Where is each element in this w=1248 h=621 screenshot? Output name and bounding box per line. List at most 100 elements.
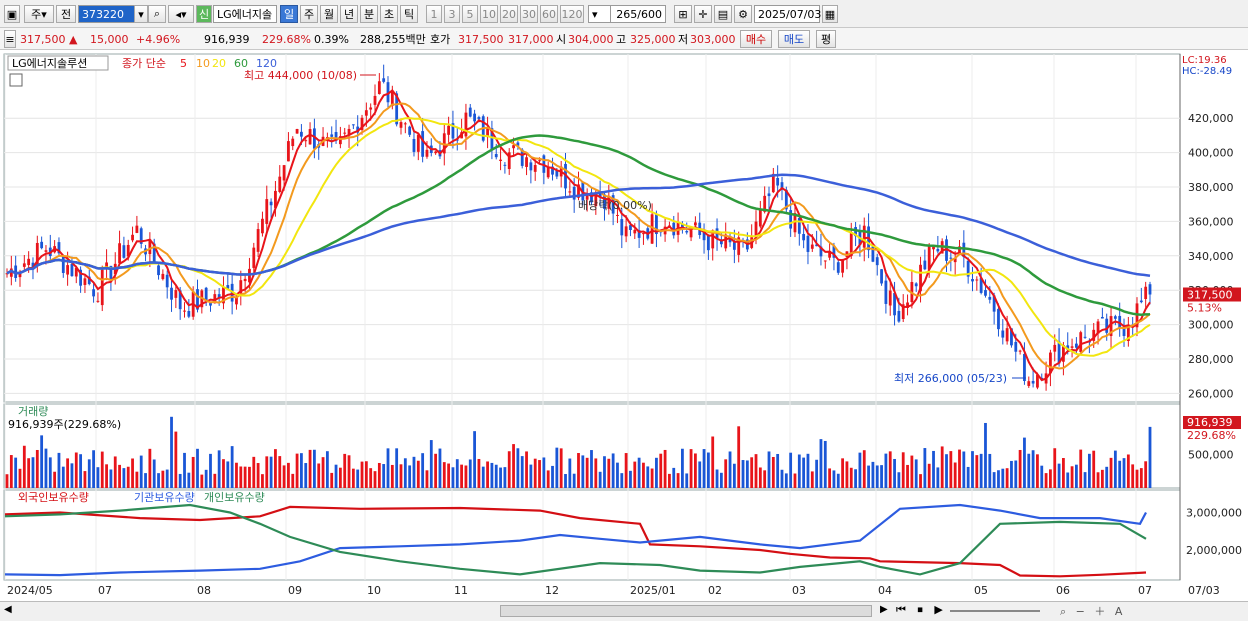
interval-3-button[interactable]: 3 <box>444 5 460 23</box>
candle-body <box>551 166 554 175</box>
period-6-button[interactable]: 틱 <box>400 5 418 23</box>
candle-body <box>226 285 230 289</box>
candle-body <box>1010 328 1013 346</box>
buy-button[interactable]: 매수 <box>740 30 772 48</box>
zoom-icons[interactable]: ⌕ − ＋ A <box>1060 605 1126 618</box>
candle-body <box>568 191 572 193</box>
candle-body <box>300 131 303 137</box>
period-4-button[interactable]: 분 <box>360 5 378 23</box>
eval-button[interactable]: 평 <box>816 30 836 48</box>
candle-body <box>1018 350 1022 352</box>
layout-icon[interactable]: ▣ <box>4 5 20 23</box>
y-tick-label: 360,000 <box>1188 215 1234 228</box>
candle-body <box>633 229 637 234</box>
candle-body <box>70 263 74 277</box>
volume-bar <box>1079 449 1083 488</box>
interval-30-button[interactable]: 30 <box>520 5 538 23</box>
candle-body <box>689 230 693 238</box>
period-3-button[interactable]: 년 <box>340 5 358 23</box>
candle-body <box>451 123 455 139</box>
scroll-left-icon[interactable]: ◀ <box>4 604 12 615</box>
speaker-icon[interactable]: ◂▾ <box>168 5 194 23</box>
volume-bar <box>35 449 39 488</box>
zoom-slider[interactable] <box>950 610 1040 612</box>
menu-icon[interactable]: ≡ <box>4 30 16 48</box>
crosshair-icon[interactable]: ✛ <box>694 5 712 23</box>
table-icon[interactable] <box>9 73 23 87</box>
prev-button[interactable]: 전 <box>56 5 76 23</box>
max-note: 최고 444,000 (10/08) <box>244 69 357 82</box>
volume-bar <box>222 459 225 488</box>
stock-chart[interactable]: 420,000400,000380,000360,000340,000320,0… <box>0 50 1248 602</box>
interval-120-button[interactable]: 120 <box>560 5 584 23</box>
candle-body <box>83 278 87 285</box>
nav-buttons[interactable]: ⏮ ⏹ ▶ <box>896 603 947 616</box>
price-value: 317,500 <box>20 32 66 46</box>
period-5-button[interactable]: 초 <box>380 5 398 23</box>
volume-value: 916,939 <box>204 32 250 46</box>
volume-bar <box>823 440 827 488</box>
candle-body <box>585 193 589 200</box>
period-2-button[interactable]: 월 <box>320 5 338 23</box>
interval-5-button[interactable]: 5 <box>462 5 478 23</box>
candle-body <box>512 145 515 149</box>
volume-bar <box>979 453 983 488</box>
volume-bar <box>477 458 481 488</box>
volume-bar <box>451 467 455 488</box>
scroll-right-icon[interactable]: ▶ <box>880 604 888 615</box>
volume-bar <box>96 467 100 488</box>
volume-bar <box>810 471 814 488</box>
volume-bar <box>577 453 580 488</box>
ma-period-120: 120 <box>256 57 277 70</box>
candle-body <box>555 170 559 177</box>
volume-bar <box>447 463 451 488</box>
interval-60-button[interactable]: 60 <box>540 5 558 23</box>
search-icon[interactable]: ⌕ <box>148 5 166 23</box>
candle-body <box>1049 352 1052 374</box>
candle-body <box>31 262 35 268</box>
interval-10-button[interactable]: 10 <box>480 5 498 23</box>
volume-bar <box>685 473 689 488</box>
volume-bar <box>386 448 390 488</box>
new-badge[interactable]: 신 <box>196 5 212 23</box>
interval-1-button[interactable]: 1 <box>426 5 442 23</box>
date-field[interactable]: 2025/07/03 <box>754 5 821 23</box>
x-tick-label: 02 <box>708 584 722 597</box>
sell-button[interactable]: 매도 <box>778 30 810 48</box>
candle-body <box>936 248 940 252</box>
grid-icon[interactable]: ⊞ <box>674 5 692 23</box>
gear-icon[interactable]: ⚙ <box>734 5 752 23</box>
chevron-down-icon[interactable]: ▾ <box>134 5 148 23</box>
interval-20-button[interactable]: 20 <box>500 5 518 23</box>
candle-body <box>421 131 425 157</box>
volume-bar <box>732 463 736 488</box>
candle-body <box>901 304 905 320</box>
candle-body <box>57 242 61 254</box>
candle-body <box>836 262 840 273</box>
volume-bar <box>256 463 260 488</box>
volume-bar <box>118 464 121 488</box>
volume-bar <box>646 466 650 488</box>
calendar-icon[interactable]: ▦ <box>822 5 838 23</box>
volume-bar <box>910 455 914 488</box>
volume-bar <box>1036 454 1039 488</box>
candle-body <box>61 255 65 273</box>
volume-bar <box>819 439 823 488</box>
save-icon[interactable]: ▤ <box>714 5 732 23</box>
volume-bar <box>464 465 468 488</box>
volume-bar <box>382 464 386 488</box>
code-input[interactable]: 373220 <box>78 5 136 23</box>
candle-body <box>572 186 576 200</box>
volume-bar <box>243 466 247 488</box>
period-1-button[interactable]: 주 <box>300 5 318 23</box>
volume-bar <box>269 456 273 488</box>
type-select[interactable]: 주 ▾ <box>24 5 54 23</box>
candle-body <box>14 265 18 278</box>
scroll-thumb[interactable] <box>500 605 872 617</box>
count-field[interactable]: 265/600 <box>610 5 666 23</box>
volume-bar <box>239 466 243 488</box>
period-0-button[interactable]: 일 <box>280 5 298 23</box>
chart-scrollbar[interactable]: ◀ ▶ ⏮ ⏹ ▶ ⌕ − ＋ A <box>0 601 1248 621</box>
current-price: 317,500 ▲ <box>20 32 78 46</box>
candle-body <box>126 244 130 257</box>
